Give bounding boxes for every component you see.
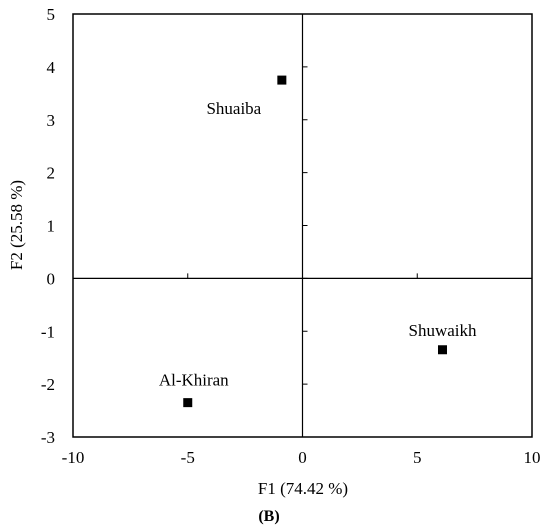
y-tick-label: 1 xyxy=(47,217,56,236)
point-label: Shuwaikh xyxy=(408,321,477,340)
y-tick-label: 0 xyxy=(47,269,56,288)
y-tick-label: 5 xyxy=(47,5,56,24)
x-axis-title: F1 (74.42 %) xyxy=(258,479,348,498)
y-tick-label: -1 xyxy=(41,322,55,341)
data-point xyxy=(277,75,287,85)
panel-label: (B) xyxy=(258,508,279,525)
x-tick-label: 0 xyxy=(298,448,307,467)
y-tick-label: -3 xyxy=(41,428,55,447)
y-tick-label: 4 xyxy=(47,58,56,77)
data-point xyxy=(437,345,447,355)
y-tick-label: 3 xyxy=(47,111,56,130)
point-label: Shuaiba xyxy=(206,99,261,118)
x-tick-label: 5 xyxy=(413,448,422,467)
y-axis-title: F2 (25.58 %) xyxy=(7,180,26,270)
point-label: Al-Khiran xyxy=(159,371,229,390)
y-tick-label: -2 xyxy=(41,375,55,394)
x-tick-label: -5 xyxy=(181,448,195,467)
y-tick-label: 2 xyxy=(47,164,56,183)
x-tick-label: -10 xyxy=(62,448,85,467)
data-point xyxy=(183,398,193,408)
x-tick-label: 10 xyxy=(524,448,541,467)
